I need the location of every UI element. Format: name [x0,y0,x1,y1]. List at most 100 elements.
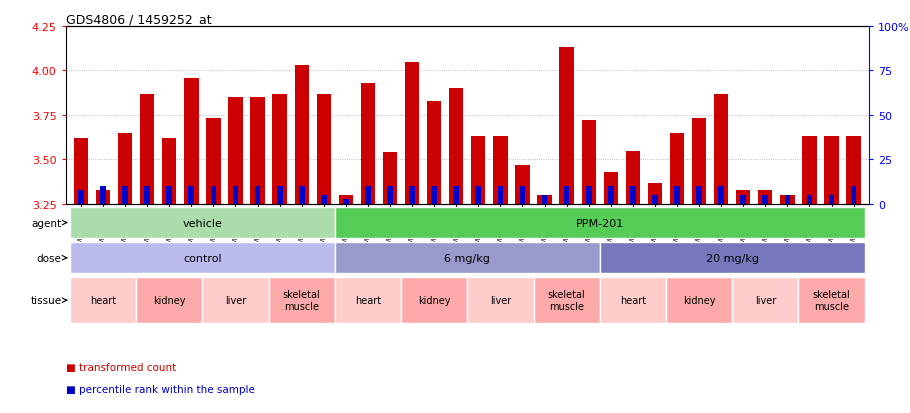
Bar [250,98,265,204]
Bar [493,137,508,204]
Bar [188,187,194,204]
Bar [471,137,486,204]
Bar [100,187,106,204]
Bar [581,121,596,204]
Bar [410,187,415,204]
Bar [339,196,353,204]
Text: 6 mg/kg: 6 mg/kg [444,253,490,263]
Bar [674,187,680,204]
Bar [317,94,331,204]
Bar [453,187,460,204]
Bar [520,187,525,204]
Text: vehicle: vehicle [182,218,222,228]
Bar [648,183,662,204]
Text: liver: liver [225,295,246,306]
Bar [184,78,198,204]
Text: kidney: kidney [682,295,715,306]
Text: ■ percentile rank within the sample: ■ percentile rank within the sample [66,385,255,394]
Bar [272,94,287,204]
Bar [167,187,172,204]
Bar [70,207,335,239]
Bar [295,66,308,204]
Text: heart: heart [355,295,381,306]
Bar [829,196,834,204]
Bar [600,278,666,323]
Bar [405,62,420,204]
Bar [277,187,282,204]
Bar [298,187,305,204]
Text: tissue: tissue [30,295,62,306]
Bar [343,199,349,204]
Bar [74,139,88,204]
Bar [233,187,238,204]
Bar [666,278,733,323]
Bar [630,187,636,204]
Text: skeletal
muscle: skeletal muscle [283,290,320,311]
Bar [268,278,335,323]
Bar [96,190,110,204]
Bar [207,119,220,204]
Bar [475,187,481,204]
Bar [449,89,463,204]
Bar [122,187,128,204]
Text: agent: agent [31,218,62,228]
Text: skeletal
muscle: skeletal muscle [548,290,585,311]
Text: 20 mg/kg: 20 mg/kg [705,253,759,263]
Bar [140,94,155,204]
Bar [803,137,816,204]
Text: liver: liver [490,295,511,306]
Bar [806,196,813,204]
Bar [202,278,268,323]
Bar [600,242,864,274]
Bar [603,173,618,204]
Text: dose: dose [36,253,62,263]
Bar [736,190,751,204]
Text: PPM-201: PPM-201 [576,218,624,228]
Bar [431,187,437,204]
Bar [118,133,132,204]
Bar [255,187,260,204]
Bar [335,207,864,239]
Bar [401,278,467,323]
Bar [846,137,861,204]
Bar [670,133,684,204]
Bar [780,196,794,204]
Bar [145,187,150,204]
Bar [608,187,613,204]
Text: control: control [183,253,222,263]
Bar [718,187,724,204]
Text: kidney: kidney [153,295,186,306]
Bar [70,278,136,323]
Bar [387,187,393,204]
Bar [365,187,370,204]
Bar [733,278,798,323]
Bar [798,278,864,323]
Bar [136,278,202,323]
Bar [335,278,401,323]
Text: GDS4806 / 1459252_at: GDS4806 / 1459252_at [66,13,211,26]
Bar [383,153,397,204]
Bar [321,196,327,204]
Text: liver: liver [754,295,776,306]
Bar [652,196,658,204]
Bar [533,278,600,323]
Bar [586,187,592,204]
Bar [162,139,177,204]
Bar [228,98,243,204]
Bar [696,187,702,204]
Bar [692,119,706,204]
Bar [427,102,441,204]
Bar [560,48,574,204]
Bar [763,196,768,204]
Text: ■ transformed count: ■ transformed count [66,362,176,372]
Text: heart: heart [620,295,646,306]
Text: skeletal
muscle: skeletal muscle [813,290,851,311]
Text: kidney: kidney [418,295,450,306]
Bar [335,242,600,274]
Bar [538,196,551,204]
Bar [210,187,217,204]
Bar [714,94,728,204]
Bar [515,165,530,204]
Bar [784,196,790,204]
Bar [360,84,375,204]
